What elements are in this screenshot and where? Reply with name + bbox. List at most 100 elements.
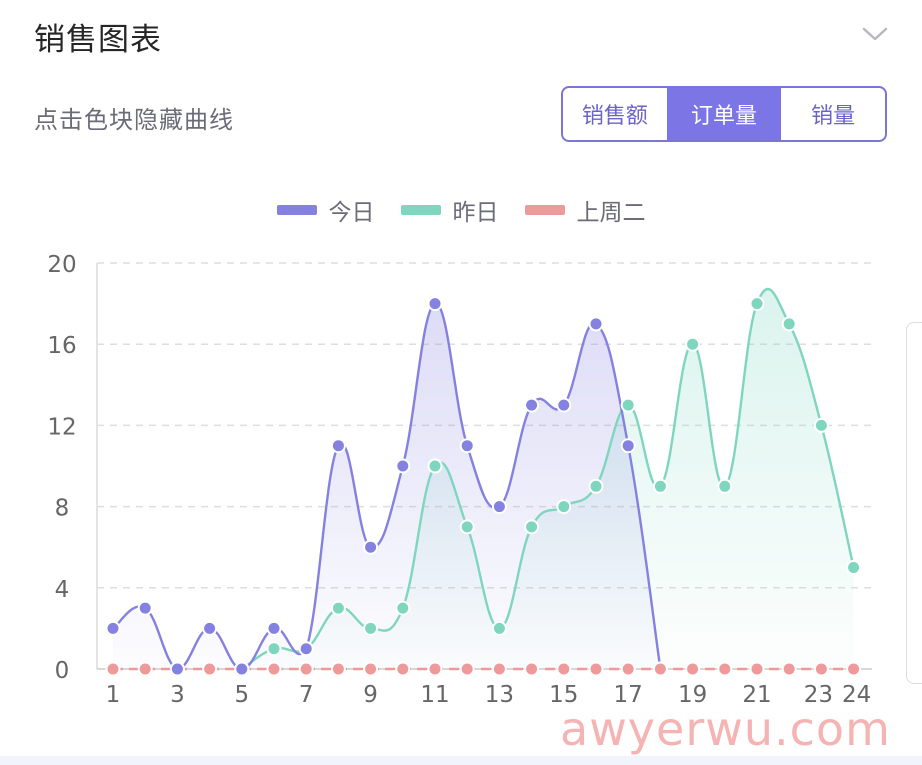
data-point [813,417,829,433]
data-point [395,661,411,677]
data-point [395,600,411,616]
tab-sales-amount[interactable]: 销售额 [581,104,648,129]
data-point [781,316,797,332]
series-area-0 [113,303,661,669]
data-point [749,661,765,677]
data-point [137,600,153,616]
data-point [395,458,411,474]
data-point [330,600,346,616]
data-point [556,397,572,413]
data-point [717,661,733,677]
y-tick-label: 16 [47,333,76,359]
x-tick-label: 23 [804,682,833,708]
y-tick-label: 4 [55,577,70,603]
data-point [813,661,829,677]
y-tick-label: 0 [55,658,70,684]
data-point [266,641,282,657]
data-point [363,539,379,555]
data-point [169,661,185,677]
x-tick-label: 13 [485,682,514,708]
x-tick-label: 24 [842,682,871,708]
data-point [524,661,540,677]
x-tick-label: 9 [363,682,378,708]
data-point [105,620,121,636]
x-tick-label: 7 [299,682,314,708]
legend-item-today[interactable]: 今日 [276,193,375,227]
legend-swatch-last-tuesday[interactable] [524,205,565,215]
data-point [846,661,862,677]
legend-swatch-yesterday[interactable] [400,205,441,215]
data-point [491,661,507,677]
data-point [459,519,475,535]
x-tick-label: 1 [106,682,121,708]
chevron-down-icon[interactable] [860,22,890,46]
x-tick-label: 15 [549,682,578,708]
hide-curve-hint: 点击色块隐藏曲线 [34,106,234,134]
legend-label-yesterday: 昨日 [452,200,499,226]
data-point [588,316,604,332]
data-point [588,478,604,494]
legend-item-last-tuesday[interactable]: 上周二 [524,193,646,227]
data-point [588,661,604,677]
x-tick-label: 19 [678,682,707,708]
metric-switch: 销售额 订单量 销量 [561,86,887,142]
data-point [363,620,379,636]
data-point [781,661,797,677]
data-point [427,661,443,677]
data-point [427,296,443,312]
data-point [266,661,282,677]
chart-card-header: 销售图表 [0,0,922,70]
chart-legend: 今日 昨日 上周二 [0,190,922,230]
data-point [846,560,862,575]
data-point [749,296,765,312]
legend-swatch-today[interactable] [276,205,317,215]
watermark-text: awyerwu.com [560,702,891,756]
data-point [234,661,250,677]
data-point [137,661,153,677]
data-point [298,661,314,677]
data-point [491,499,507,515]
legend-label-today: 今日 [328,200,375,226]
series-area-1 [241,288,854,669]
bottom-strip [0,756,922,765]
data-point [363,661,379,677]
data-point [685,336,701,352]
tab-sales-volume[interactable]: 销量 [811,104,856,129]
x-tick-label: 21 [742,682,771,708]
x-tick-label: 3 [170,682,185,708]
data-point [330,661,346,677]
data-point [459,438,475,454]
tab-order-count[interactable]: 订单量 [666,88,782,140]
data-point [459,661,475,677]
legend-item-yesterday[interactable]: 昨日 [400,193,499,227]
data-point [556,499,572,515]
data-point [685,661,701,677]
legend-label-last-tuesday: 上周二 [576,200,646,226]
data-point [427,458,443,474]
data-point [620,661,636,677]
data-point [202,661,218,677]
y-tick-label: 12 [47,414,76,440]
y-tick-label: 20 [47,252,76,278]
y-tick-label: 8 [55,496,70,522]
data-point [202,620,218,636]
data-point [620,438,636,454]
data-point [105,661,121,677]
data-point [556,661,572,677]
data-point [652,478,668,494]
data-point [330,438,346,454]
data-point [524,397,540,413]
card-title: 销售图表 [34,22,162,58]
x-tick-label: 5 [234,682,249,708]
side-panel-handle[interactable] [906,322,922,684]
data-point [620,397,636,413]
x-tick-label: 17 [614,682,643,708]
x-tick-label: 11 [420,682,449,708]
data-point [524,519,540,535]
data-point [652,661,668,677]
data-point [717,478,733,494]
data-point [266,620,282,636]
data-point [491,620,507,636]
data-point [298,641,314,657]
